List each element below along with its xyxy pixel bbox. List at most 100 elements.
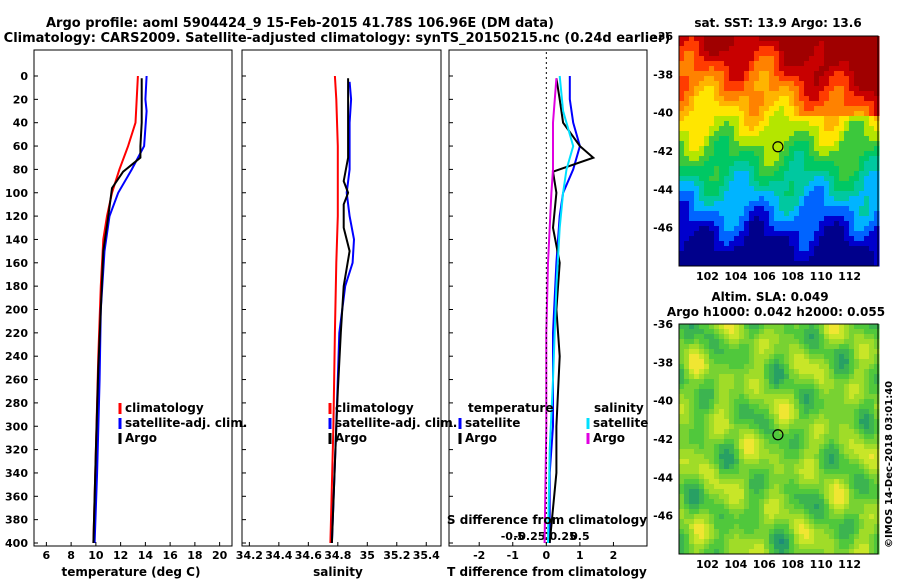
- sla-cell: [719, 334, 725, 340]
- sst-cell: [839, 96, 845, 102]
- sst-cell: [719, 206, 725, 212]
- sst-cell: [764, 116, 770, 122]
- sst-cell: [784, 76, 790, 82]
- sla-cell: [829, 484, 835, 490]
- sla-cell: [819, 394, 825, 400]
- sla-cell: [799, 534, 805, 540]
- sst-cell: [799, 251, 805, 257]
- sla-cell: [839, 419, 845, 425]
- sla-cell: [679, 394, 685, 400]
- sla-cell: [724, 499, 730, 505]
- map-y-tick-label: -40: [653, 395, 673, 408]
- sst-cell: [829, 76, 835, 82]
- sla-cell: [754, 389, 760, 395]
- sst-cell: [824, 256, 830, 262]
- sla-cell: [744, 334, 750, 340]
- sst-cell: [774, 216, 780, 222]
- sst-cell: [864, 251, 870, 257]
- sla-cell: [809, 524, 815, 530]
- sla-cell: [729, 544, 735, 550]
- sla-cell: [714, 329, 720, 335]
- sla-cell: [814, 394, 820, 400]
- sla-cell: [824, 544, 830, 550]
- sst-cell: [699, 251, 705, 257]
- sla-cell: [839, 434, 845, 440]
- sst-cell: [679, 211, 685, 217]
- sla-cell: [814, 439, 820, 445]
- sst-cell: [759, 121, 765, 127]
- sla-cell: [834, 374, 840, 380]
- sla-cell: [829, 514, 835, 520]
- sla-cell: [759, 454, 765, 460]
- sst-cell: [734, 116, 740, 122]
- sst-cell: [869, 261, 875, 267]
- sla-cell: [769, 539, 775, 545]
- sla-cell: [819, 374, 825, 380]
- sst-cell: [779, 191, 785, 197]
- sla-cell: [714, 509, 720, 515]
- sla-cell: [774, 424, 780, 430]
- sst-cell: [849, 66, 855, 72]
- sla-cell: [844, 464, 850, 470]
- sla-cell: [764, 439, 770, 445]
- sla-cell: [794, 449, 800, 455]
- sla-cell: [739, 539, 745, 545]
- sla-cell: [689, 404, 695, 410]
- sla-cell: [794, 494, 800, 500]
- sla-cell: [814, 344, 820, 350]
- sla-cell: [704, 429, 710, 435]
- sla-cell: [704, 349, 710, 355]
- sla-cell: [684, 529, 690, 535]
- sst-cell: [819, 181, 825, 187]
- sst-cell: [794, 71, 800, 77]
- sla-cell: [794, 384, 800, 390]
- sla-cell: [794, 399, 800, 405]
- sla-cell: [774, 324, 780, 330]
- sst-cell: [744, 46, 750, 52]
- sst-cell: [829, 86, 835, 92]
- sla-cell: [864, 544, 870, 550]
- sst-cell: [714, 111, 720, 117]
- sst-cell: [739, 91, 745, 97]
- sst-cell: [869, 241, 875, 247]
- sla-cell: [724, 344, 730, 350]
- sla-cell: [734, 439, 740, 445]
- sst-cell: [874, 71, 880, 77]
- y-tick-label: 120: [5, 210, 28, 223]
- sst-cell: [764, 41, 770, 47]
- sst-cell: [694, 66, 700, 72]
- series-line-s-argo: [543, 78, 558, 544]
- sst-cell: [829, 176, 835, 182]
- sst-cell: [874, 116, 880, 122]
- sla-cell: [874, 454, 880, 460]
- sla-cell: [754, 354, 760, 360]
- sst-cell: [754, 156, 760, 162]
- sst-cell: [714, 146, 720, 152]
- sla-cell: [874, 449, 880, 455]
- sla-cell: [689, 399, 695, 405]
- sla-cell: [779, 454, 785, 460]
- sst-cell: [794, 91, 800, 97]
- sst-cell: [809, 66, 815, 72]
- sst-cell: [824, 86, 830, 92]
- sla-cell: [824, 534, 830, 540]
- sla-cell: [849, 544, 855, 550]
- sla-cell: [849, 444, 855, 450]
- sst-cell: [679, 121, 685, 127]
- sst-cell: [764, 106, 770, 112]
- sst-cell: [779, 51, 785, 57]
- sst-cell: [769, 166, 775, 172]
- sla-cell: [694, 379, 700, 385]
- sla-cell: [854, 339, 860, 345]
- sst-cell: [849, 231, 855, 237]
- sst-cell: [744, 171, 750, 177]
- sst-cell: [789, 241, 795, 247]
- sla-cell: [724, 459, 730, 465]
- sla-cell: [869, 529, 875, 535]
- sla-cell: [839, 399, 845, 405]
- sla-cell: [679, 494, 685, 500]
- sst-cell: [749, 196, 755, 202]
- sla-cell: [734, 504, 740, 510]
- sla-cell: [844, 359, 850, 365]
- sla-cell: [779, 464, 785, 470]
